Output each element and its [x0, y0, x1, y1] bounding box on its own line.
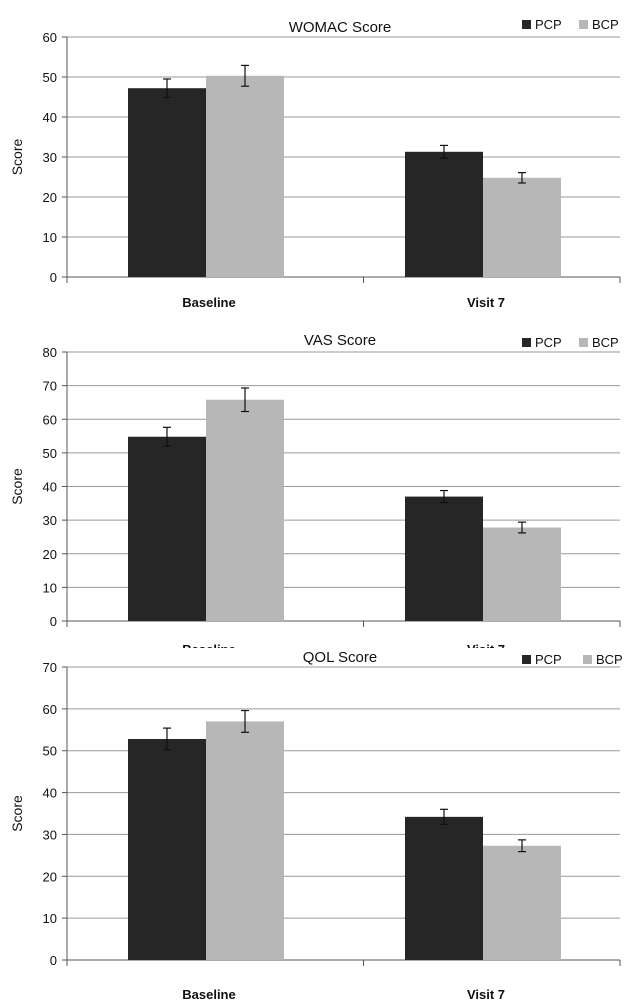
- bar-pcp-baseline: [128, 88, 206, 277]
- legend-label-pcp: PCP: [535, 17, 562, 32]
- y-tick-label: 20: [43, 190, 57, 205]
- category-label: Visit 7: [467, 642, 505, 648]
- legend-label-bcp: BCP: [596, 652, 623, 667]
- bar-bcp-visit-7: [483, 845, 561, 960]
- y-tick-label: 50: [43, 744, 57, 759]
- y-tick-label: 0: [50, 614, 57, 629]
- bar-pcp-baseline: [128, 738, 206, 960]
- category-label: Baseline: [182, 987, 235, 1002]
- bar-bcp-baseline: [206, 721, 284, 960]
- y-tick-label: 10: [43, 230, 57, 245]
- chart-title: WOMAC Score: [289, 19, 392, 36]
- y-tick-label: 50: [43, 446, 57, 461]
- y-tick-label: 20: [43, 869, 57, 884]
- legend-swatch-bcp: [579, 20, 588, 29]
- category-label: Visit 7: [467, 295, 505, 310]
- chart-title: QOL Score: [303, 649, 377, 666]
- y-tick-label: 70: [43, 660, 57, 675]
- y-tick-label: 40: [43, 110, 57, 125]
- y-tick-label: 30: [43, 513, 57, 528]
- y-axis-label: Score: [9, 468, 25, 505]
- legend-swatch-bcp: [583, 655, 592, 664]
- bar-bcp-visit-7: [483, 177, 561, 277]
- category-label: Baseline: [182, 295, 235, 310]
- bar-pcp-baseline: [128, 436, 206, 621]
- y-tick-label: 30: [43, 150, 57, 165]
- y-axis-label: Score: [9, 795, 25, 832]
- bar-pcp-visit-7: [405, 151, 483, 277]
- category-label: Visit 7: [467, 987, 505, 1002]
- legend-label-bcp: BCP: [592, 335, 619, 350]
- bar-pcp-visit-7: [405, 816, 483, 960]
- y-tick-label: 60: [43, 30, 57, 45]
- legend-swatch-pcp: [522, 655, 531, 664]
- category-label: Baseline: [182, 642, 235, 648]
- legend-label-bcp: BCP: [592, 17, 619, 32]
- legend-swatch-pcp: [522, 20, 531, 29]
- bar-bcp-visit-7: [483, 527, 561, 621]
- legend-swatch-pcp: [522, 338, 531, 347]
- y-tick-label: 0: [50, 270, 57, 285]
- womac-chart: 0 10 20 30 40 50 60 Baseline Visit 7 WOMAC Score S…: [9, 17, 621, 310]
- bar-pcp-visit-7: [405, 496, 483, 621]
- y-tick-label: 60: [43, 702, 57, 717]
- legend-label-pcp: PCP: [535, 335, 562, 350]
- legend-label-pcp: PCP: [535, 652, 562, 667]
- legend-swatch-bcp: [579, 338, 588, 347]
- chart-title: VAS Score: [304, 332, 376, 349]
- y-tick-label: 40: [43, 480, 57, 495]
- qol-chart: 0 10 20 30 40 50 60 70 Baseline Visit 7 QOL Score S…: [9, 649, 623, 1002]
- y-tick-label: 10: [43, 911, 57, 926]
- y-axis-label: Score: [9, 139, 25, 176]
- vas-chart: 0 10 20 30 40 50 60 70 80 Baseline Visit 7 VAS Scor…: [9, 332, 621, 648]
- y-tick-label: 30: [43, 827, 57, 842]
- y-tick-label: 80: [43, 345, 57, 360]
- y-tick-label: 50: [43, 70, 57, 85]
- bar-bcp-baseline: [206, 75, 284, 277]
- bar-bcp-baseline: [206, 399, 284, 621]
- y-tick-label: 0: [50, 953, 57, 968]
- y-tick-label: 10: [43, 580, 57, 595]
- y-tick-label: 60: [43, 412, 57, 427]
- y-tick-label: 70: [43, 379, 57, 394]
- y-tick-label: 40: [43, 786, 57, 801]
- y-tick-label: 20: [43, 547, 57, 562]
